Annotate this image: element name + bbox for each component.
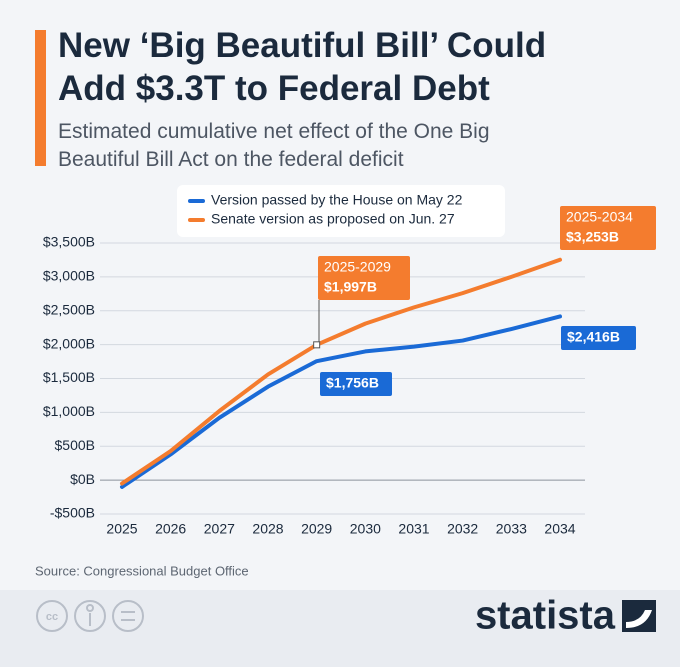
value-label: $1,756B [326,375,379,391]
series-line [120,314,562,489]
y-tick-label: $1,500B [43,369,95,385]
x-tick-label: 2030 [350,521,381,537]
source: Source: Congressional Budget Office [35,563,249,578]
legend-box [177,185,505,237]
x-tick-label: 2034 [544,521,575,537]
label-box [560,206,656,250]
y-tick-label: -$500B [50,505,95,521]
accent-bar [35,30,46,166]
label-box [318,256,410,300]
x-tick-label: 2032 [447,521,478,537]
label-box [561,326,636,350]
x-tick-label: 2027 [204,521,235,537]
brand: statista [475,594,616,638]
license-icons [36,600,144,632]
y-tick-label: $3,000B [43,268,95,284]
value-label: $2,416B [567,329,620,345]
y-tick-label: $1,000B [43,403,95,419]
x-tick-label: 2031 [398,521,429,537]
period-label: 2025-2029 [324,259,391,275]
legend-label: Senate version as proposed on Jun. 27 [211,211,455,227]
footer-band [0,590,680,667]
series-line [120,257,562,486]
legend-label: Version passed by the House on May 22 [211,192,463,208]
label-box [320,372,392,396]
x-tick-label: 2028 [252,521,283,537]
x-tick-label: 2025 [106,521,137,537]
y-tick-label: $500B [55,437,95,453]
value-label: $1,997B [324,279,377,295]
x-tick-label: 2029 [301,521,332,537]
y-tick-label: $2,500B [43,301,95,317]
x-tick-label: 2026 [155,521,186,537]
y-tick-label: $3,500B [43,234,95,250]
chart-title: New ‘Big Beautiful Bill’ Could Add $3.3T… [58,26,547,108]
y-tick-label: $0B [70,471,95,487]
value-label: $3,253B [566,229,619,245]
point-marker [313,341,321,349]
brand-icon [622,600,656,632]
period-label: 2025-2034 [566,209,633,225]
y-tick-label: $2,000B [43,335,95,351]
x-tick-label: 2033 [496,521,527,537]
chart-subtitle: Estimated cumulative net effect of the O… [58,120,490,171]
cc-icon: cc [46,611,58,623]
